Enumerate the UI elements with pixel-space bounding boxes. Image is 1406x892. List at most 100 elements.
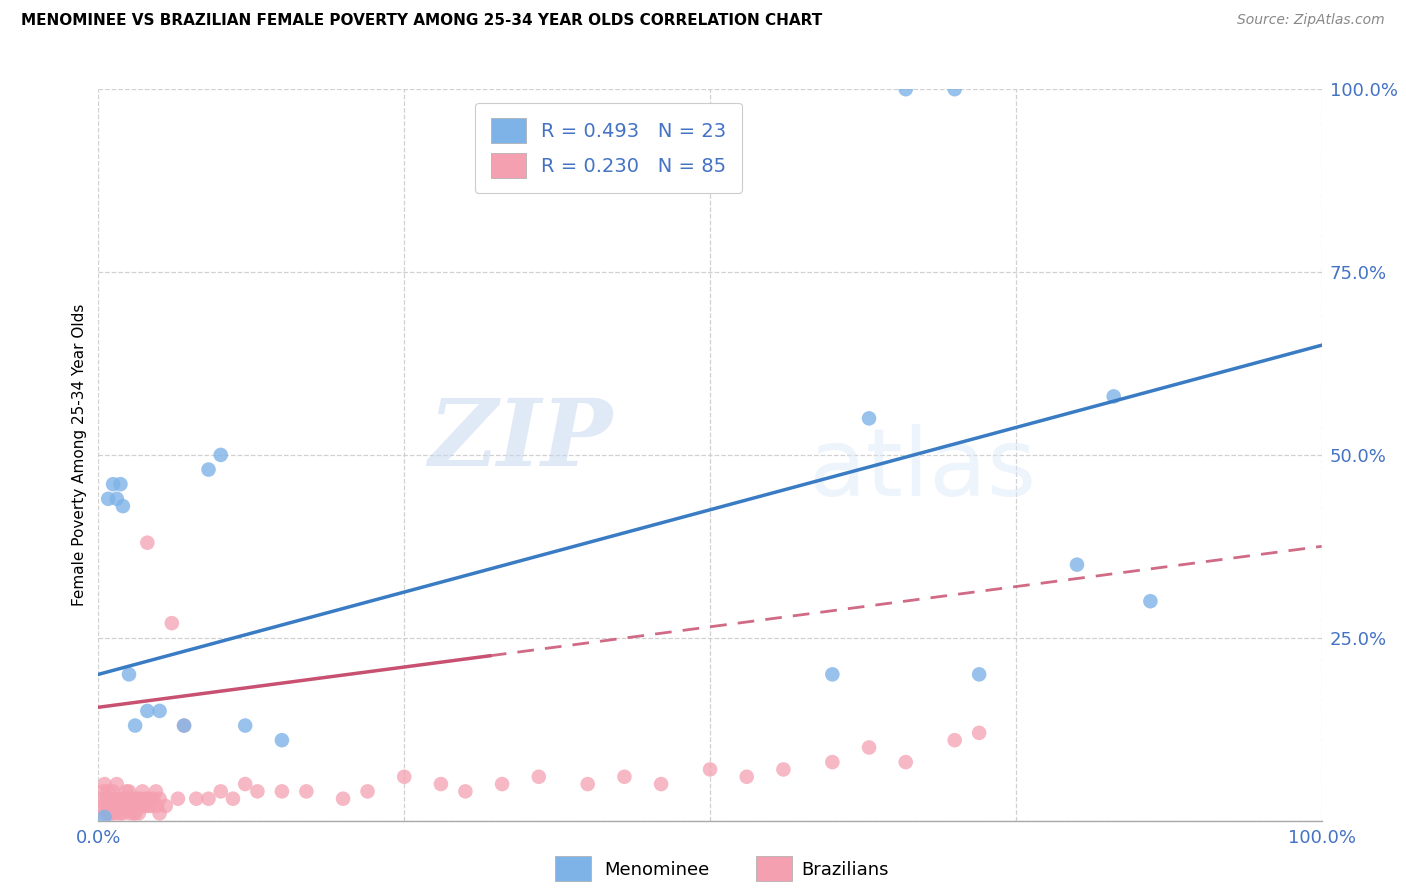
Point [131,784,153,798]
Point [118,799,141,814]
Point [105,491,128,506]
Point [118,667,141,681]
Point [100,791,122,805]
Point [392,770,416,784]
Point [117,799,139,814]
Point [967,726,990,740]
Point [270,784,294,798]
Point [127,799,149,814]
Point [136,799,159,814]
Point [129,791,152,805]
Point [173,718,195,732]
Point [821,667,844,681]
Point [90,791,112,805]
Point [149,704,172,718]
Point [894,82,917,96]
Point [943,82,966,96]
Point [93,810,115,824]
Point [101,477,124,491]
Y-axis label: Female Poverty Among 25-34 Year Olds: Female Poverty Among 25-34 Year Olds [72,304,87,606]
Point [112,791,135,805]
Point [454,784,477,798]
Point [100,799,122,814]
Point [111,799,134,814]
Point [115,784,138,798]
Point [222,791,245,805]
Point [772,763,794,777]
Point [491,777,513,791]
Point [100,806,122,821]
Point [97,806,120,821]
Point [110,806,132,821]
Point [332,791,354,805]
Point [101,806,124,821]
Point [124,799,146,814]
Point [98,799,121,814]
Point [136,704,159,718]
Point [527,770,550,784]
Point [128,806,150,821]
Text: Menominee: Menominee [605,861,710,879]
Point [149,806,172,821]
Point [209,448,232,462]
Point [233,718,256,732]
Point [107,799,129,814]
Point [167,791,190,805]
Point [111,499,134,513]
Point [858,740,880,755]
Text: Source: ZipAtlas.com: Source: ZipAtlas.com [1237,13,1385,28]
Point [821,755,844,769]
Point [943,733,966,747]
Point [155,799,177,814]
Point [111,799,134,814]
Point [209,784,232,798]
Point [142,791,165,805]
Point [650,777,672,791]
Point [356,784,378,798]
Point [120,806,142,821]
Point [124,806,146,821]
Point [1102,389,1125,403]
Point [613,770,636,784]
Point [101,799,124,814]
Text: MENOMINEE VS BRAZILIAN FEMALE POVERTY AMONG 25-34 YEAR OLDS CORRELATION CHART: MENOMINEE VS BRAZILIAN FEMALE POVERTY AM… [21,13,823,29]
Point [270,733,294,747]
Point [132,799,155,814]
Point [145,784,167,798]
Point [146,799,169,814]
Point [295,784,318,798]
Point [186,791,208,805]
Point [93,806,115,821]
Point [160,616,183,631]
Point [1066,558,1088,572]
Point [735,770,758,784]
Point [894,755,917,769]
Point [91,784,114,798]
Text: Brazilians: Brazilians [801,861,889,879]
Point [129,799,152,814]
Point [125,791,148,805]
Point [197,462,219,476]
Point [1139,594,1161,608]
Point [120,791,142,805]
Point [173,718,195,732]
Point [93,777,115,791]
Point [121,799,143,814]
Point [139,799,162,814]
Legend: R = 0.493   N = 23, R = 0.230   N = 85: R = 0.493 N = 23, R = 0.230 N = 85 [475,103,742,194]
Point [136,535,159,549]
Point [576,777,599,791]
Point [138,791,160,805]
Point [134,791,156,805]
Point [967,667,990,681]
Point [149,791,172,805]
Point [94,799,117,814]
Text: ZIP: ZIP [427,395,612,485]
Point [858,411,880,425]
Point [105,806,128,821]
Point [105,777,128,791]
Point [197,791,219,805]
Point [233,777,256,791]
Point [101,784,124,798]
Point [246,784,269,798]
